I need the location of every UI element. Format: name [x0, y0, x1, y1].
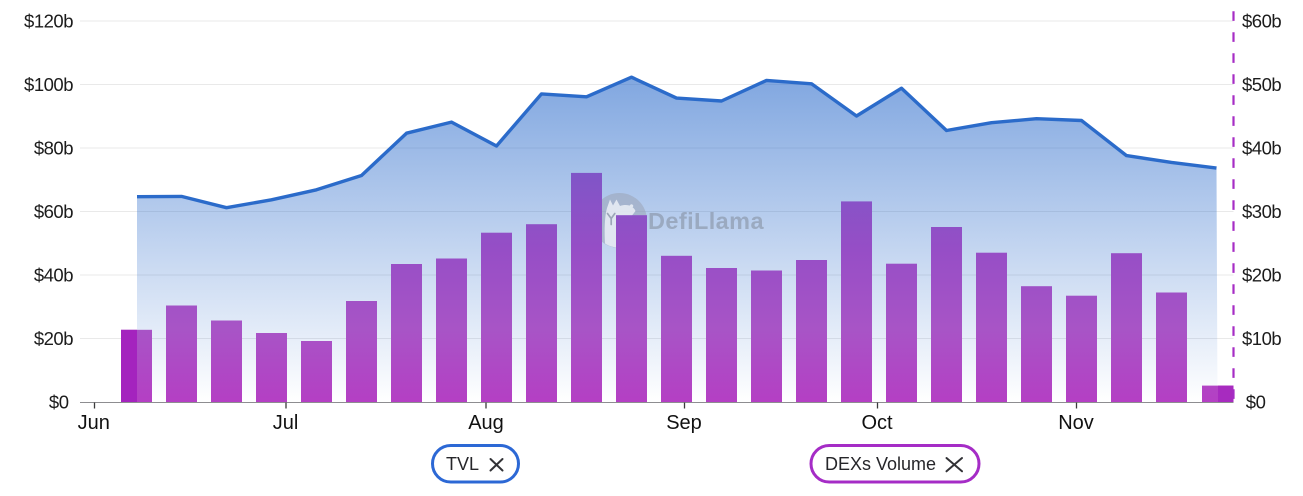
- svg-text:$0: $0: [49, 392, 69, 413]
- svg-text:$80b: $80b: [34, 138, 73, 159]
- svg-text:$40b: $40b: [34, 265, 73, 286]
- svg-text:$60b: $60b: [34, 201, 73, 222]
- svg-text:Nov: Nov: [1058, 412, 1094, 434]
- svg-text:TVL: TVL: [446, 454, 479, 474]
- svg-text:$40b: $40b: [1242, 138, 1281, 159]
- svg-text:Oct: Oct: [861, 412, 893, 434]
- svg-text:$30b: $30b: [1242, 201, 1281, 222]
- svg-text:Sep: Sep: [666, 412, 702, 434]
- svg-text:$120b: $120b: [24, 11, 73, 32]
- svg-text:DefiLlama: DefiLlama: [648, 208, 764, 234]
- svg-text:Jun: Jun: [78, 412, 110, 434]
- svg-text:$50b: $50b: [1242, 74, 1281, 95]
- svg-text:$0: $0: [1246, 392, 1266, 413]
- svg-text:$10b: $10b: [1242, 328, 1281, 349]
- svg-text:$60b: $60b: [1242, 11, 1281, 32]
- svg-text:Jul: Jul: [273, 412, 299, 434]
- svg-text:Aug: Aug: [468, 412, 504, 434]
- svg-text:$20b: $20b: [34, 328, 73, 349]
- svg-text:$100b: $100b: [24, 74, 73, 95]
- svg-text:$20b: $20b: [1242, 265, 1281, 286]
- svg-text:DEXs Volume: DEXs Volume: [825, 454, 936, 474]
